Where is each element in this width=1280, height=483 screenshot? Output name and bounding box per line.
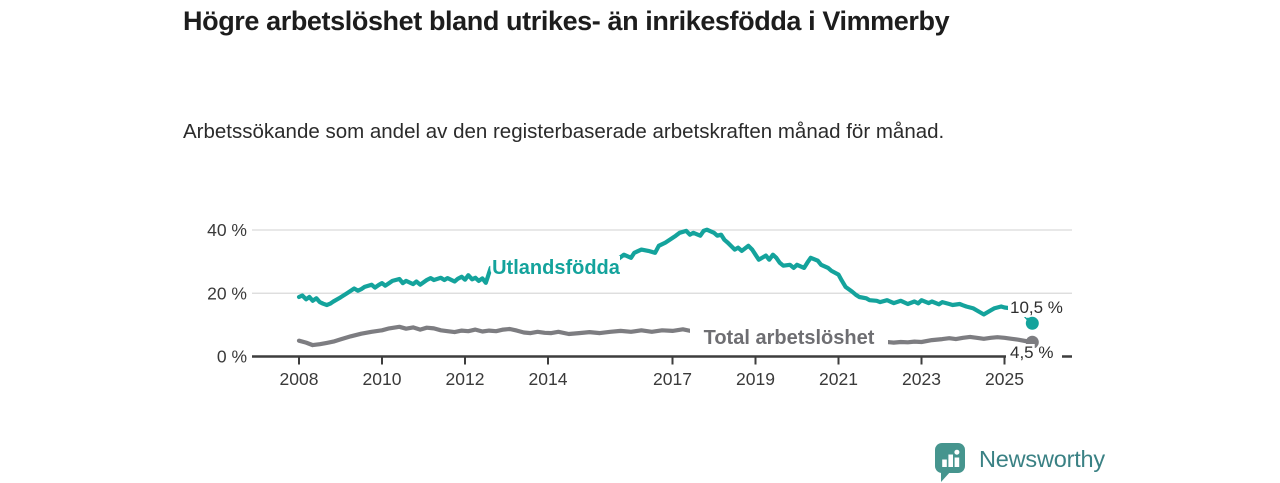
series-end-dot-total xyxy=(1025,335,1039,349)
x-axis-tick-label: 2017 xyxy=(653,369,692,389)
logo-bar-tall xyxy=(948,454,953,467)
newsworthy-logo-icon xyxy=(935,442,965,482)
series-line-utlandsfodda xyxy=(296,227,1035,326)
y-axis-tick-label: 40 % xyxy=(207,220,247,240)
logo-bar-small xyxy=(942,459,947,467)
chart-subtitle: Arbetssökande som andel av den registerb… xyxy=(183,120,945,143)
x-axis-tick-label: 2008 xyxy=(280,369,319,389)
end-label-mask-total xyxy=(1006,348,1062,362)
y-axis-tick-label: 20 % xyxy=(207,283,247,303)
end-value-label-total: 4,5 % xyxy=(1010,343,1053,362)
label-mask-total xyxy=(690,326,888,350)
logo-exclaim-dot xyxy=(954,449,960,455)
series-line-total-arbetsloshet xyxy=(296,324,1035,348)
brand-name: Newsworthy xyxy=(979,445,1105,472)
x-axis-tick-label: 2012 xyxy=(446,369,485,389)
y-axis-tick-label: 0 % xyxy=(217,347,247,367)
series-label-utlandsfodda: Utlandsfödda xyxy=(492,257,621,279)
page-title: Högre arbetslöshet bland utrikes- än inr… xyxy=(183,6,950,36)
x-axis-tick-label: 2014 xyxy=(529,369,568,389)
end-value-label-utlandsfodda: 10,5 % xyxy=(1010,298,1063,317)
logo-bar-exclaim xyxy=(954,457,960,467)
series-end-dot-utlandsfodda xyxy=(1025,316,1039,330)
logo-bubble-tail xyxy=(941,470,951,482)
x-axis-tick-label: 2019 xyxy=(736,369,775,389)
newsworthy-brand: Newsworthy xyxy=(934,442,1105,482)
label-mask-utlandsfodda xyxy=(492,256,620,280)
x-axis-tick-label: 2010 xyxy=(363,369,402,389)
x-axis-tick-label: 2025 xyxy=(985,369,1024,389)
x-axis-tick-label: 2021 xyxy=(819,369,858,389)
x-axis-tick-label: 2023 xyxy=(902,369,941,389)
end-label-mask-utlandsfodda xyxy=(1008,298,1066,317)
series-label-total-arbetsloshet: Total arbetslöshet xyxy=(704,327,875,349)
